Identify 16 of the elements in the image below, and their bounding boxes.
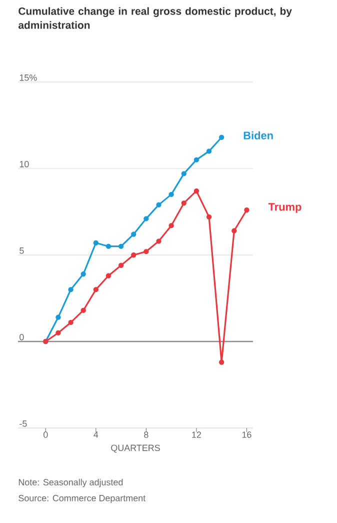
series-label: Trump	[268, 203, 302, 213]
x-tick-label: 12	[192, 432, 201, 438]
x-axis-title: QUARTERS	[111, 444, 160, 453]
y-tick-label: 15%	[20, 74, 37, 81]
x-tick-label: 0	[44, 432, 48, 438]
y-tick-label: 0	[20, 334, 24, 340]
x-tick-label: 8	[144, 432, 148, 438]
text: Note: Seasonally adjusted	[18, 478, 123, 488]
chart-title: Cumulative change in real gross domestic product, by administration	[18, 7, 292, 29]
y-tick-label: 10	[20, 160, 29, 168]
source-note: Source: Commerce Department	[18, 494, 146, 504]
y-tick-label: 5	[20, 248, 24, 254]
x-tick-label: 16	[242, 432, 252, 438]
y-tick-label: -5	[20, 420, 27, 427]
series-label: Biden	[244, 131, 273, 140]
x-tick-label: 4	[94, 432, 98, 438]
